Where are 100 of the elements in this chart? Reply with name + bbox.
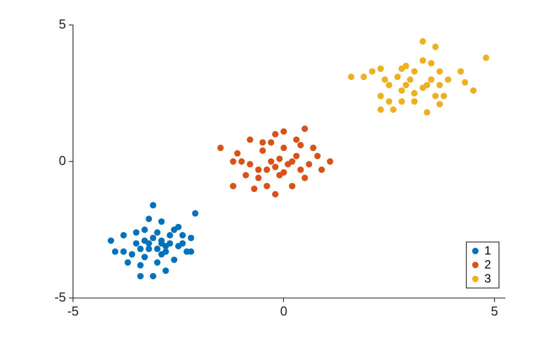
point (166, 232, 174, 238)
point (444, 76, 452, 83)
point (436, 100, 443, 108)
point (264, 166, 270, 173)
point (377, 65, 384, 72)
point (398, 98, 405, 105)
point (188, 248, 194, 255)
point (306, 161, 312, 168)
legend-label: 1 (484, 243, 492, 258)
point (133, 240, 140, 247)
point (137, 272, 144, 280)
point (288, 182, 296, 190)
point (280, 144, 287, 152)
point (482, 54, 490, 61)
point (268, 139, 274, 146)
y-tick-label: -5 (54, 290, 66, 305)
point (217, 144, 224, 152)
point (246, 161, 254, 168)
point (297, 142, 304, 148)
point (112, 248, 118, 255)
point (390, 106, 397, 113)
point (150, 202, 156, 208)
point (394, 74, 401, 80)
point (348, 74, 354, 80)
point (318, 166, 325, 173)
point (146, 216, 152, 222)
y-tick-label: 0 (58, 153, 66, 168)
point (150, 272, 156, 280)
point (146, 240, 152, 247)
x-tick-label: 0 (280, 303, 288, 318)
point (272, 164, 279, 170)
point (462, 79, 468, 86)
point (154, 229, 160, 236)
point (386, 82, 392, 88)
point (133, 229, 140, 236)
point (120, 232, 127, 238)
point (470, 87, 477, 94)
point (436, 68, 443, 75)
point (411, 68, 418, 75)
legend-label: 3 (484, 271, 492, 286)
point (440, 92, 448, 100)
point (175, 224, 182, 230)
point (192, 210, 198, 217)
point (424, 82, 430, 88)
point (411, 90, 418, 96)
point (255, 174, 262, 182)
point (297, 166, 304, 173)
point (179, 232, 186, 238)
point (377, 106, 384, 113)
point (238, 158, 245, 165)
point (424, 109, 430, 116)
point (128, 251, 136, 258)
point (154, 259, 160, 266)
point (428, 60, 434, 66)
point (432, 44, 439, 50)
point (280, 128, 287, 135)
point (288, 158, 296, 165)
point (428, 76, 434, 83)
point (276, 156, 283, 162)
point (146, 246, 152, 252)
point (141, 254, 148, 260)
point (293, 136, 300, 143)
point (272, 131, 279, 138)
point (162, 242, 169, 250)
point (251, 186, 258, 192)
point (369, 68, 376, 75)
point (108, 237, 114, 244)
point (120, 248, 127, 255)
point (406, 76, 414, 83)
point (234, 150, 241, 157)
point (398, 87, 405, 94)
point (158, 251, 165, 258)
point (268, 158, 274, 165)
point (230, 182, 236, 190)
point (264, 182, 270, 190)
point (246, 136, 254, 143)
point (280, 169, 287, 176)
point (458, 68, 464, 75)
point (326, 158, 334, 165)
point (360, 74, 368, 80)
point (154, 246, 160, 252)
legend-label: 2 (484, 257, 492, 272)
point (398, 65, 405, 72)
point (420, 57, 426, 64)
point (302, 174, 308, 182)
x-tick-label: 5 (490, 303, 498, 318)
point (124, 259, 131, 266)
point (432, 92, 439, 100)
point (150, 234, 156, 242)
point (137, 246, 144, 252)
point (293, 152, 300, 160)
point (436, 82, 443, 88)
point (310, 144, 316, 152)
y-tick-label: 5 (58, 16, 66, 32)
point (259, 147, 266, 154)
point (170, 256, 178, 263)
point (158, 218, 165, 225)
point (420, 38, 426, 45)
point (141, 226, 148, 233)
point (175, 242, 182, 250)
